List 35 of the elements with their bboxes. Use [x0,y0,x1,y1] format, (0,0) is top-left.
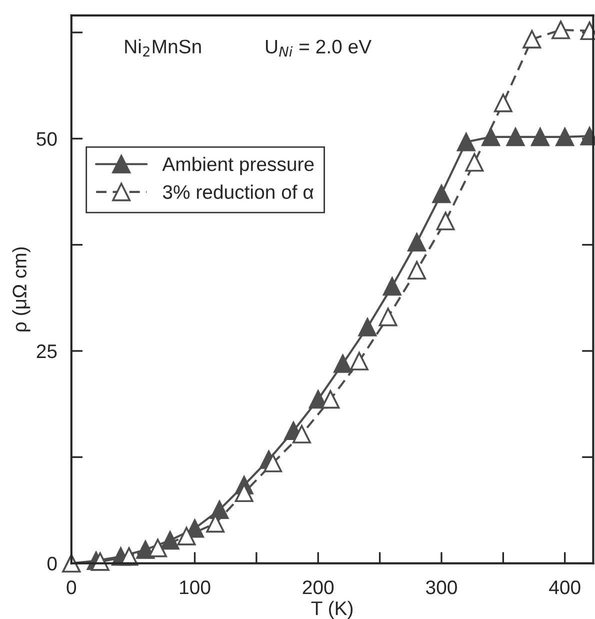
x-tick-label: 300 [426,580,457,594]
point [436,212,455,230]
point [177,526,196,546]
point [522,30,542,48]
point [350,352,368,370]
y-tick-label: 25 [36,344,57,358]
x-axis-title: T (K) [311,600,353,619]
point [408,233,426,252]
point [432,184,451,204]
y-axis-title: ρ (μΩ cm) [12,247,30,332]
y-tick-label: 50 [36,132,57,146]
point [378,308,398,326]
point [456,132,476,152]
point [552,20,570,40]
point [408,261,426,280]
point [321,390,340,409]
point [264,454,282,472]
x-tick-label: 0 [66,580,76,594]
y-tick-label: 0 [47,556,57,571]
annotation: U$_{Ni}$ = 2.0 eV [266,40,372,57]
legend-label: Ambient pressure [162,156,314,175]
point [494,94,512,112]
annotation: Ni$_{2}$MnSn [125,39,201,56]
point [292,424,311,444]
point [382,277,402,296]
x-tick-label: 400 [549,580,580,594]
x-tick-label: 100 [180,580,210,594]
point [506,128,525,146]
point [358,318,377,336]
point [334,354,352,373]
point [556,128,574,146]
point [465,153,484,172]
x-tick-label: 200 [302,580,334,594]
point [530,128,550,146]
legend-label: 3% reduction of α [162,184,314,199]
